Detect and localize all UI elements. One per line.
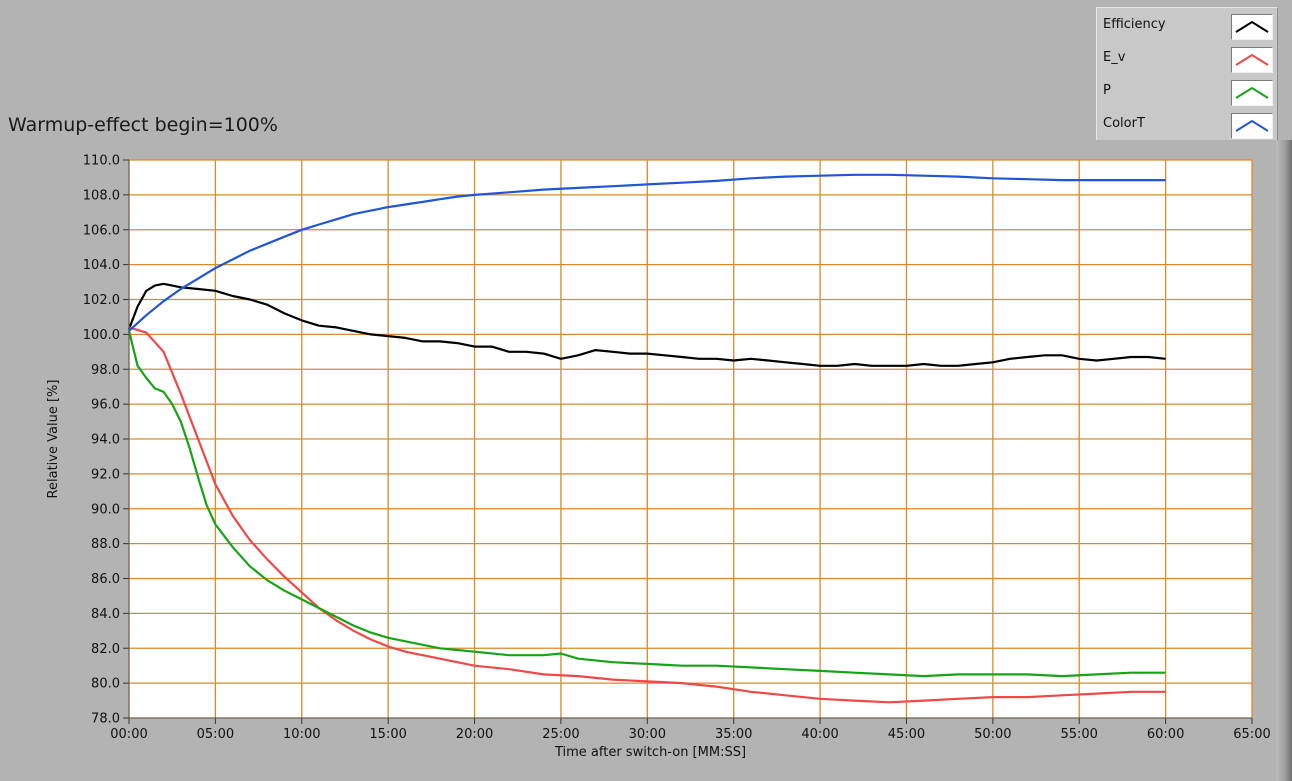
legend-item-colort[interactable]: ColorT <box>1103 110 1275 140</box>
y-tick-label: 94.0 <box>91 433 120 448</box>
panel-right-edge <box>1276 140 1292 781</box>
y-tick-label: 100.0 <box>83 328 120 343</box>
y-tick-label: 102.0 <box>83 293 120 308</box>
legend-item-p[interactable]: P <box>1103 77 1275 107</box>
y-tick-label: 86.0 <box>91 572 120 587</box>
y-tick-label: 82.0 <box>91 642 120 657</box>
x-tick-label: 50:00 <box>974 727 1011 742</box>
y-axis: 110.0 108.0 106.0 104.0 102.0 100.0 98.0 96.0 94… <box>83 154 130 727</box>
x-tick-label: 15:00 <box>369 727 406 742</box>
x-tick-label: 40:00 <box>801 727 838 742</box>
x-tick-label: 20:00 <box>456 727 493 742</box>
y-tick-label: 80.0 <box>91 677 120 692</box>
x-tick-label: 65:00 <box>1233 727 1270 742</box>
y-tick-label: 88.0 <box>91 537 120 552</box>
series-line-colort <box>128 173 1166 332</box>
series-line-e-v <box>128 326 1166 704</box>
y-tick-label: 110.0 <box>83 154 120 169</box>
x-tick-label: 45:00 <box>888 727 925 742</box>
legend-swatch-ev[interactable] <box>1231 47 1273 73</box>
horizontal-gridlines <box>129 159 1252 719</box>
y-tick-label: 108.0 <box>83 188 120 203</box>
y-tick-label: 90.0 <box>91 502 120 517</box>
y-tick-label: 96.0 <box>91 398 120 413</box>
x-tick-label: 55:00 <box>1060 727 1097 742</box>
chart-title: Warmup-effect begin=100% <box>8 114 278 136</box>
legend-line-efficiency-icon <box>1235 20 1269 33</box>
legend-swatch-colort[interactable] <box>1231 113 1273 139</box>
x-tick-label: 35:00 <box>715 727 752 742</box>
legend-swatch-p[interactable] <box>1231 80 1273 106</box>
y-tick-label: 92.0 <box>91 467 120 482</box>
line-chart: 110.0 108.0 106.0 104.0 102.0 100.0 98.0 96.0 94… <box>0 140 1276 781</box>
y-tick-label: 78.0 <box>91 712 120 727</box>
legend-item-efficiency[interactable]: Efficiency <box>1103 11 1275 41</box>
legend-line-ev-icon <box>1235 53 1269 66</box>
x-tick-label: 10:00 <box>283 727 320 742</box>
series-line-p <box>127 330 1166 678</box>
plot-legend[interactable]: Efficiency E_v P ColorT <box>1096 7 1278 143</box>
legend-swatch-efficiency[interactable] <box>1231 14 1273 40</box>
x-tick-label: 25:00 <box>542 727 579 742</box>
legend-label-p: P <box>1103 83 1111 98</box>
x-tick-label: 30:00 <box>629 727 666 742</box>
series-line-efficiency <box>127 282 1166 367</box>
y-axis-label: Relative Value [%] <box>46 380 61 499</box>
legend-item-ev[interactable]: E_v <box>1103 44 1275 74</box>
x-tick-label: 60:00 <box>1147 727 1184 742</box>
legend-line-colort-icon <box>1235 119 1269 132</box>
x-tick-label: 05:00 <box>197 727 234 742</box>
x-axis-label: Time after switch-on [MM:SS] <box>554 745 746 760</box>
y-tick-label: 104.0 <box>83 258 120 273</box>
y-tick-label: 84.0 <box>91 607 120 622</box>
legend-label-ev: E_v <box>1103 50 1126 65</box>
y-tick-label: 106.0 <box>83 223 120 238</box>
legend-label-efficiency: Efficiency <box>1103 17 1166 32</box>
y-tick-label: 98.0 <box>91 363 120 378</box>
legend-label-colort: ColorT <box>1103 116 1145 131</box>
x-tick-label: 00:00 <box>110 727 147 742</box>
legend-line-p-icon <box>1235 86 1269 99</box>
x-axis: 00:00 05:00 10:00 15:00 20:00 25:00 30:00 35:00… <box>110 717 1271 742</box>
series-layer <box>127 173 1166 704</box>
